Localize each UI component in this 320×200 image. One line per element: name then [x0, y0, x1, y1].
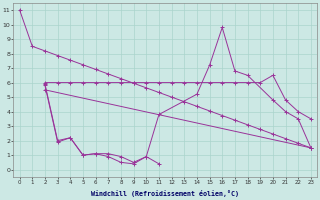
X-axis label: Windchill (Refroidissement éolien,°C): Windchill (Refroidissement éolien,°C) [91, 190, 239, 197]
